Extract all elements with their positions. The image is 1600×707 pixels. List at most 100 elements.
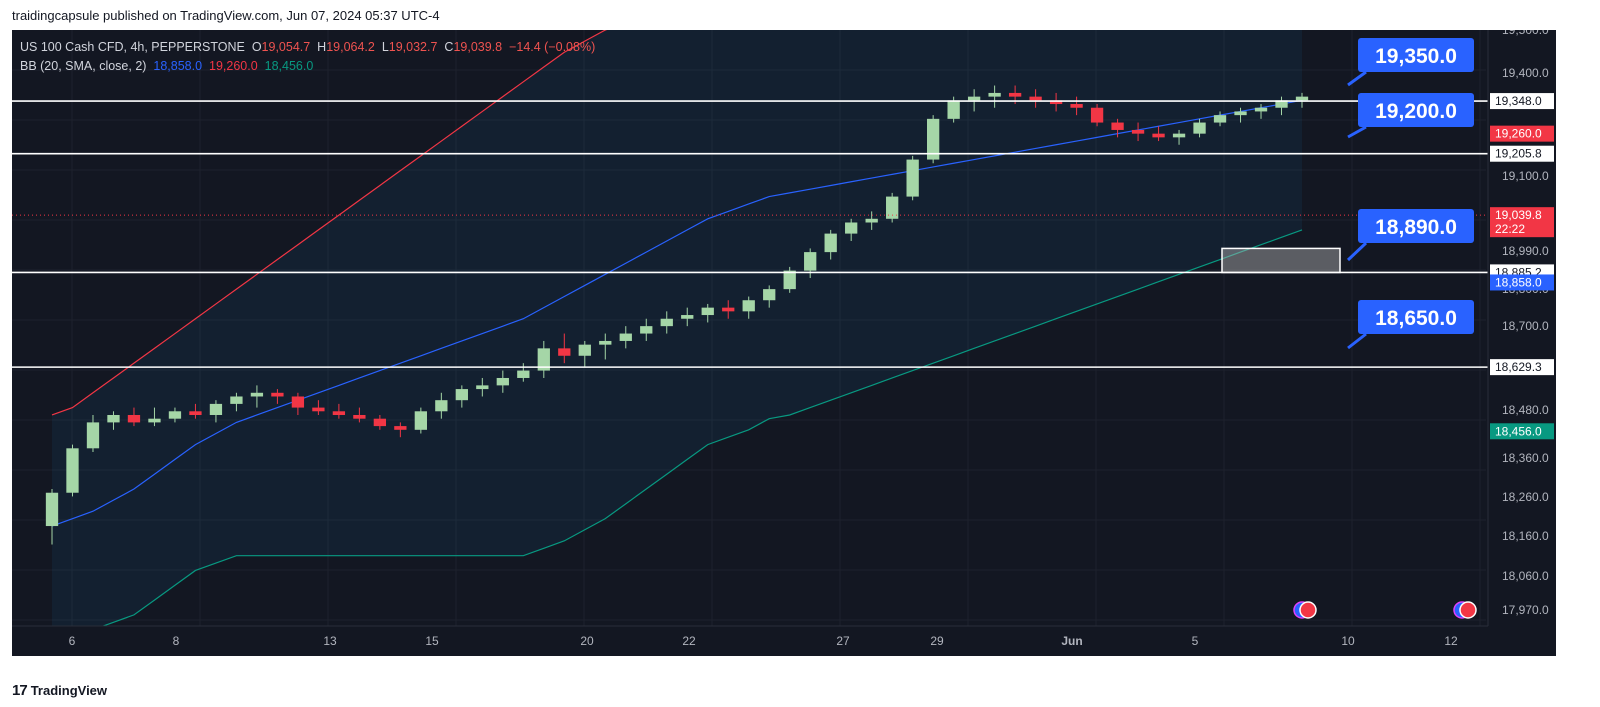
low-label: L — [381, 40, 389, 54]
callout-pointer — [1346, 241, 1368, 262]
candle-body — [476, 385, 489, 390]
level-callout — [1358, 300, 1474, 334]
candle-body — [1172, 133, 1186, 138]
candle-body — [250, 392, 264, 397]
candle-body — [107, 414, 120, 423]
candle-body — [373, 418, 387, 427]
price-tick-label: 19,400.0 — [1502, 66, 1549, 80]
level-price-badge — [1490, 359, 1554, 376]
bb-lower-line — [51, 229, 1303, 638]
candle-body — [1008, 92, 1022, 97]
publish-line: traidingcapsule published on TradingView… — [12, 8, 440, 23]
level-price-badge — [1490, 93, 1554, 110]
level-price-badge-text: 19,205.8 — [1495, 147, 1542, 161]
candle-body — [209, 403, 223, 415]
time-tick-label: 27 — [836, 634, 850, 648]
candle-body — [1049, 100, 1063, 105]
open-label: O — [251, 40, 262, 54]
bb-upper-value: 19,260.0 — [209, 59, 258, 73]
price-tick-label: 17,970.0 — [1502, 603, 1549, 617]
candle-body — [742, 300, 755, 312]
candle-body — [1111, 122, 1124, 130]
level-callout — [1358, 93, 1474, 127]
bb-basis-badge — [1490, 274, 1554, 291]
bb-band-fill — [52, 30, 1302, 638]
callout-pointer — [1347, 125, 1367, 139]
legend-ohlc: US 100 Cash CFD, 4h, PEPPERSTONE O19,054… — [20, 38, 595, 57]
level-price-badge — [1490, 145, 1554, 162]
candle-body — [332, 411, 346, 415]
legend-bb: BB (20, SMA, close, 2) 18,858.0 19,260.0… — [20, 57, 595, 76]
candle-body — [947, 100, 960, 119]
candle-body — [865, 218, 878, 223]
candle-body — [558, 348, 571, 356]
high-value: 19,064.2 — [326, 40, 375, 54]
close-label: C — [444, 40, 454, 54]
candle-body — [722, 307, 735, 312]
candle-body — [988, 92, 1001, 97]
open-value: 19,054.7 — [261, 40, 311, 54]
candle-body — [681, 315, 694, 319]
candle-body — [230, 396, 243, 404]
bb-upper-badge-text: 19,260.0 — [1495, 127, 1542, 141]
level-callout-text: 18,890.0 — [1375, 216, 1457, 239]
footer-brand[interactable]: 17 TradingView — [12, 680, 107, 700]
level-callout-text: 19,200.0 — [1375, 100, 1457, 123]
time-tick-label: 8 — [173, 634, 180, 648]
price-tick-label: 18,990.0 — [1502, 244, 1549, 258]
price-tick-label: 18,480.0 — [1502, 403, 1549, 417]
price-tick-label: 18,260.0 — [1502, 490, 1549, 504]
level-price-badge-text: 18,629.3 — [1495, 360, 1542, 374]
candle-body — [886, 196, 899, 219]
candle-body — [435, 400, 448, 412]
last-price-badge — [1490, 207, 1554, 238]
candle-body — [1234, 111, 1247, 116]
callout-pointer — [1347, 70, 1367, 87]
level-price-badge-text: 19,348.0 — [1495, 94, 1542, 108]
candle-body — [189, 411, 202, 415]
time-tick-label: Jun — [1061, 634, 1082, 648]
price-tick-label: 19,500.0 — [1502, 30, 1549, 37]
candle-body — [168, 411, 182, 419]
candle-body — [783, 270, 796, 290]
brand-name: TradingView — [30, 682, 108, 698]
candle-body — [271, 392, 284, 397]
low-value: 19,032.7 — [388, 40, 438, 54]
candle-body — [1275, 100, 1288, 108]
bb-upper-badge — [1490, 125, 1554, 142]
candle-body — [1295, 96, 1309, 101]
candle-body — [496, 377, 509, 386]
price-tick-label: 18,700.0 — [1502, 319, 1549, 333]
price-axis-bg — [1488, 30, 1556, 656]
callout-pointer — [1347, 332, 1367, 350]
candle-body — [455, 389, 468, 401]
bb-lower-value: 18,456.0 — [264, 59, 314, 73]
change-value: −14.4 (−0.08%) — [509, 40, 596, 54]
time-tick-label: 12 — [1444, 634, 1458, 648]
candle-body — [1070, 104, 1083, 108]
bb-name[interactable]: BB (20, SMA, close, 2) — [20, 59, 147, 73]
candle-body — [1029, 96, 1042, 101]
candle-body — [66, 448, 79, 493]
time-tick-label: 5 — [1192, 634, 1199, 648]
high-label: H — [317, 40, 327, 54]
candle-body — [45, 492, 59, 527]
candle-body — [86, 422, 100, 449]
candle-body — [414, 411, 427, 430]
candle-body — [1254, 107, 1268, 112]
price-chart[interactable]: 19,500.019,400.019,300.019,100.018,990.0… — [12, 30, 1556, 656]
legend: US 100 Cash CFD, 4h, PEPPERSTONE O19,054… — [20, 38, 595, 76]
tradingview-logo-icon: 17 — [12, 681, 28, 699]
candle-body — [578, 344, 591, 356]
candle-body — [291, 396, 305, 408]
level-callout — [1358, 209, 1474, 243]
bb-basis-badge-text: 18,858.0 — [1495, 275, 1542, 289]
candle-body — [967, 96, 981, 101]
time-tick-label: 6 — [69, 634, 76, 648]
level-callout — [1358, 38, 1474, 72]
symbol-label[interactable]: US 100 Cash CFD, 4h, PEPPERSTONE — [20, 40, 245, 54]
event-flag-icon — [1459, 601, 1477, 619]
candle-body — [619, 333, 632, 341]
price-tick-label: 19,100.0 — [1502, 169, 1549, 183]
chart-area[interactable]: 19,500.019,400.019,300.019,100.018,990.0… — [12, 30, 1556, 656]
